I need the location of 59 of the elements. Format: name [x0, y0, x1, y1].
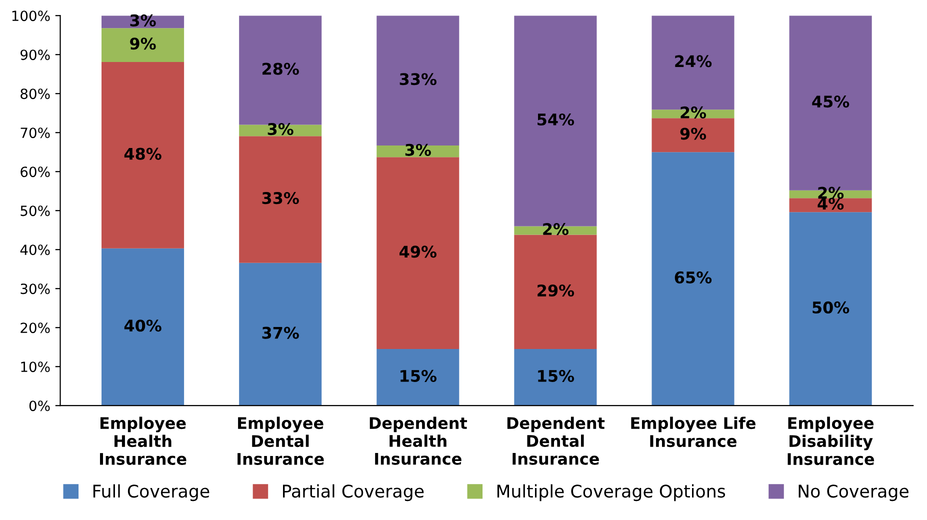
data-label: 2%: [818, 186, 844, 199]
y-tick-label: 10%: [21, 362, 50, 372]
y-tick-label: 50%: [20, 206, 50, 216]
data-label: 50%: [812, 301, 850, 314]
legend-label: Full Coverage: [93, 484, 210, 502]
y-tick-label: 0%: [29, 400, 50, 412]
y-tick-label: 20%: [20, 322, 50, 334]
data-label: 9%: [130, 38, 156, 50]
data-label: 40%: [124, 320, 162, 332]
y-tick-label: 30%: [20, 284, 50, 294]
legend-label: No Coverage: [798, 484, 908, 502]
bar: [652, 118, 734, 152]
data-label: 15%: [538, 370, 574, 382]
data-label: 2%: [543, 223, 569, 236]
bar: [102, 248, 184, 406]
y-tick-label: 60%: [20, 166, 50, 178]
bar: [652, 152, 734, 406]
data-label: 4%: [818, 198, 844, 210]
bar: [376, 349, 460, 406]
x-tick-label: Employee Health Insurance: [100, 416, 186, 465]
x-tick-label: Dependent Health Insurance: [370, 416, 468, 465]
bar: [102, 28, 184, 62]
y-tick-label: 80%: [20, 88, 50, 100]
data-label: 3%: [268, 123, 294, 136]
bar: [514, 234, 597, 350]
y-tick-label: 70%: [20, 128, 50, 138]
data-label: 29%: [538, 284, 574, 297]
legend-label: Multiple Coverage Options: [497, 484, 726, 502]
legend-label: Partial Coverage: [283, 484, 424, 502]
data-label: 54%: [538, 113, 574, 126]
bar: [239, 136, 322, 263]
data-label: 28%: [262, 62, 299, 75]
bar: [376, 16, 460, 146]
y-tick-label: 90%: [20, 50, 50, 60]
bar: [376, 157, 460, 350]
y-tick-label: 40%: [20, 244, 50, 256]
data-label: 49%: [400, 246, 437, 258]
bar: [789, 212, 872, 406]
bar: [102, 62, 184, 248]
x-tick-label: Dependent Dental Insurance: [507, 416, 605, 465]
bar: [239, 262, 322, 406]
data-label: 65%: [674, 271, 712, 284]
data-label: 45%: [812, 96, 850, 108]
data-label: 2%: [680, 106, 706, 119]
data-label: 37%: [262, 326, 299, 339]
data-label: 3%: [405, 144, 431, 156]
data-label: 3%: [130, 14, 156, 26]
data-label: 33%: [262, 192, 299, 204]
data-label: 48%: [124, 148, 162, 160]
data-label: 9%: [680, 128, 706, 140]
data-label: 33%: [400, 73, 437, 86]
x-tick-label: Employee Life Insurance: [631, 416, 756, 448]
bar: [239, 16, 322, 125]
x-tick-label: Employee Dental Insurance: [238, 416, 324, 465]
data-label: 15%: [400, 370, 437, 382]
bar: [514, 349, 597, 406]
data-label: 24%: [675, 55, 712, 68]
y-tick-label: 100%: [12, 10, 50, 22]
x-tick-label: Employee Disability Insurance: [788, 416, 874, 466]
